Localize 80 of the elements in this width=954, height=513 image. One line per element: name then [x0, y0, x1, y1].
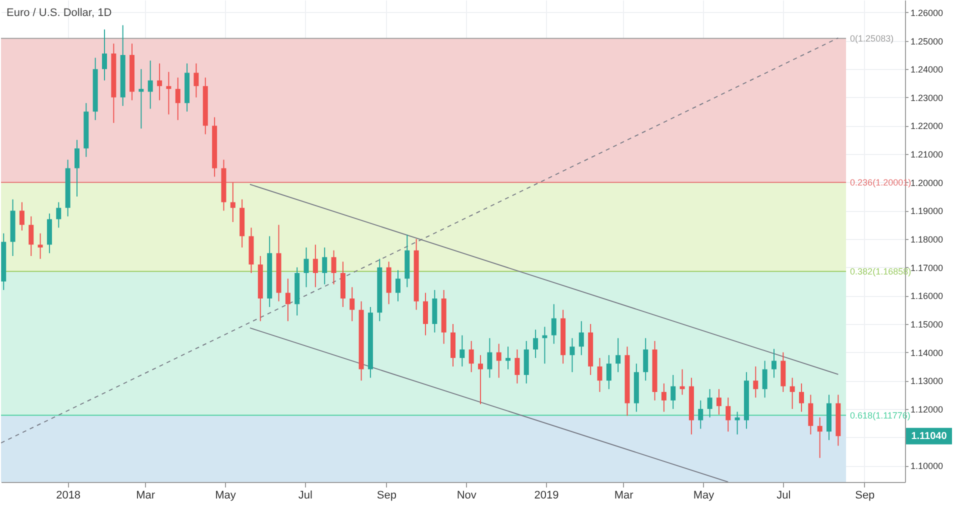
candlestick	[478, 354, 484, 405]
candlestick	[395, 270, 400, 302]
candlestick	[616, 338, 621, 373]
candlestick	[570, 338, 575, 373]
candlestick	[460, 334, 465, 367]
candlestick	[422, 292, 428, 336]
candlestick	[166, 71, 172, 115]
candlestick	[175, 77, 180, 121]
text: Euro / U.S. Dollar, 1D	[6, 7, 112, 19]
candlestick	[285, 278, 290, 322]
x-tick-label: 2019	[534, 490, 559, 502]
candlestick	[74, 139, 80, 198]
x-tick-label: Mar	[136, 490, 156, 502]
candlestick	[606, 354, 612, 390]
candlestick	[643, 338, 648, 382]
candlestick	[799, 382, 804, 412]
candlestick	[808, 394, 814, 435]
candlestick	[157, 62, 162, 101]
candlestick	[148, 60, 153, 110]
ref-line-label: 0(1.25083)	[850, 33, 894, 44]
y-tick-label: 1.17000	[910, 262, 944, 273]
candlestick	[661, 382, 666, 412]
candlestick	[726, 397, 731, 432]
candlestick	[38, 232, 43, 260]
candlestick	[670, 374, 676, 410]
y-tick-label: 1.15000	[910, 319, 944, 330]
candlestick	[19, 202, 24, 232]
candlestick	[762, 360, 768, 398]
candlestick	[56, 202, 62, 228]
candlestick	[350, 286, 355, 322]
candlestick	[230, 182, 236, 223]
candlestick	[753, 366, 758, 398]
candlestick	[331, 250, 336, 285]
candlestick	[790, 377, 795, 410]
candlestick	[533, 329, 538, 358]
x-tick-label: May	[215, 490, 236, 502]
y-tick-label: 1.10000	[910, 461, 944, 472]
x-tick-label: Jul	[776, 490, 791, 502]
y-tick-label: 1.12000	[910, 404, 944, 414]
candlestick	[734, 411, 740, 435]
candlestick	[312, 244, 318, 288]
candlestick	[496, 343, 502, 378]
y-tick-label: 1.14000	[910, 348, 944, 358]
candlestick	[578, 320, 584, 356]
y-tick-label: 1.18000	[910, 234, 944, 245]
x-tick-label: Mar	[614, 490, 634, 502]
text: 1.11040	[911, 431, 948, 442]
candlestick	[597, 357, 602, 392]
candlestick	[716, 388, 722, 416]
candlestick	[551, 304, 556, 344]
x-tick-label: 2018	[56, 490, 81, 502]
x-tick-label: Nov	[456, 490, 477, 502]
x-tick-label: Jul	[298, 490, 312, 502]
candlestick	[138, 68, 144, 130]
x-tick-label: Sep	[376, 490, 396, 502]
candlestick	[304, 247, 309, 288]
candlestick	[468, 340, 474, 373]
candlestick	[28, 216, 34, 257]
candlestick	[771, 348, 776, 378]
y-tick-label: 1.24000	[910, 64, 944, 75]
y-tick-label: 1.16000	[910, 291, 944, 302]
candlestick	[487, 338, 492, 378]
candlestick	[817, 416, 822, 458]
y-tick-label: 1.23000	[910, 92, 944, 103]
x-tick-label: Sep	[855, 490, 875, 502]
candlestick	[707, 388, 712, 418]
candlestick	[698, 400, 704, 430]
candlestick	[102, 28, 107, 81]
y-tick-label: 1.26000	[910, 8, 944, 18]
y-tick-label: 1.22000	[910, 121, 944, 132]
candlestick	[514, 348, 520, 384]
x-tick-label: May	[693, 490, 715, 502]
y-tick-label: 1.25000	[910, 36, 944, 46]
candlestick	[506, 346, 511, 370]
y-tick-label: 1.21000	[910, 150, 944, 160]
y-tick-label: 1.19000	[910, 206, 944, 216]
y-tick-label: 1.20000	[910, 178, 944, 188]
candlestick	[322, 247, 328, 285]
candlestick	[194, 62, 199, 98]
y-tick-label: 1.13000	[910, 376, 944, 386]
